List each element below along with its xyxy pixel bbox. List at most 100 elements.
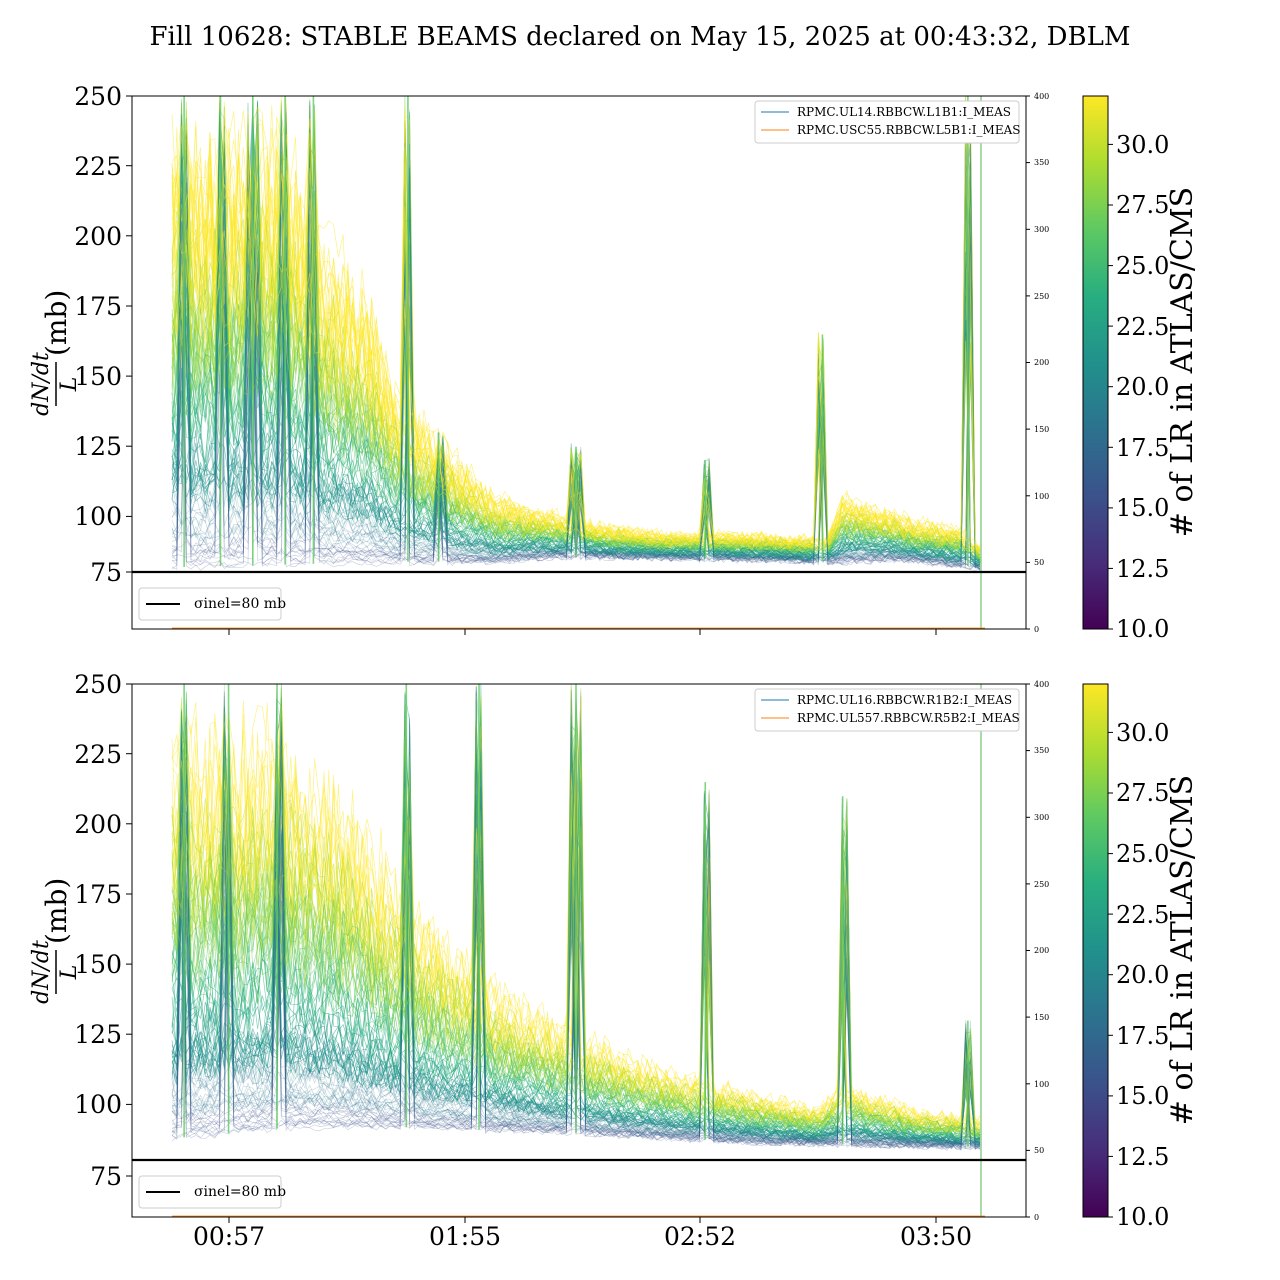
x-tick: 01:55 [429, 1217, 501, 1251]
legend-entry: σinel=80 mb [194, 596, 286, 612]
y-axis-label: dN/dt L (mb) [29, 878, 82, 1004]
svg-text:01:55: 01:55 [429, 1222, 501, 1251]
y2-tick: 100 [1026, 1080, 1049, 1089]
y-label-unit: (mb) [40, 290, 73, 356]
legend-entry: σinel=80 mb [194, 1184, 286, 1200]
y2-tick: 200 [1026, 946, 1049, 955]
y-tick: 250 [74, 82, 132, 111]
colorbar-tick: 22.5 [1108, 901, 1169, 929]
svg-text:22.5: 22.5 [1116, 313, 1169, 341]
y-axis-ticks: 75 100 125 150 175 200 225 250 [74, 82, 132, 587]
y-axis-ticks: 75 100 125 150 175 200 225 250 [74, 670, 132, 1191]
svg-text:17.5: 17.5 [1116, 434, 1169, 462]
colorbar-label: # of LR in ATLAS/CMS [1165, 187, 1200, 537]
svg-text:300: 300 [1034, 225, 1049, 234]
svg-text:27.5: 27.5 [1116, 191, 1169, 219]
svg-text:12.5: 12.5 [1116, 1143, 1169, 1171]
y-label-denominator: L [57, 965, 82, 981]
svg-text:00:57: 00:57 [193, 1222, 265, 1251]
svg-text:100: 100 [1034, 1080, 1049, 1089]
colorbar-tick: 27.5 [1108, 779, 1169, 807]
colorbar-ticks: 10.0 12.5 15.0 17.5 20.0 22.5 25.0 27.5 … [1108, 131, 1169, 643]
y2-tick: 150 [1026, 425, 1049, 434]
y-tick: 200 [74, 810, 132, 839]
svg-text:200: 200 [1034, 946, 1049, 955]
legend-channels: RPMC.UL16.RBBCW.R1B2:I_MEAS RPMC.UL557.R… [754, 688, 1020, 732]
y-tick: 225 [74, 740, 132, 769]
svg-text:300: 300 [1034, 813, 1049, 822]
svg-text:225: 225 [74, 740, 122, 769]
colorbar-tick: 15.0 [1108, 1082, 1169, 1110]
x-axis-ticks [228, 629, 937, 635]
y-tick: 150 [74, 362, 132, 391]
trace-line [171, 147, 981, 568]
y-tick: 75 [90, 558, 132, 587]
colorbar-tick: 17.5 [1108, 434, 1169, 462]
colorbar-tick: 17.5 [1108, 1022, 1169, 1050]
chart-title: Fill 10628: STABLE BEAMS declared on May… [150, 22, 1131, 52]
y2-tick: 250 [1026, 880, 1049, 889]
y-tick: 250 [74, 670, 132, 699]
svg-text:150: 150 [1034, 1013, 1049, 1022]
svg-text:150: 150 [74, 362, 122, 391]
colorbar-tick: 27.5 [1108, 191, 1169, 219]
y-tick: 200 [74, 222, 132, 251]
colorbar-tick: 25.0 [1108, 252, 1169, 280]
x-tick: 02:52 [664, 1217, 736, 1251]
trace-line [171, 118, 981, 571]
x-tick: 03:50 [900, 1217, 972, 1251]
svg-text:25.0: 25.0 [1116, 840, 1169, 868]
svg-text:100: 100 [74, 502, 122, 531]
y2-tick: 400 [1026, 680, 1049, 689]
y-label-denominator: L [57, 377, 82, 393]
svg-text:100: 100 [74, 1090, 122, 1119]
colorbar-tick: 25.0 [1108, 840, 1169, 868]
svg-text:125: 125 [74, 432, 122, 461]
y2-tick: 0 [1026, 1213, 1039, 1222]
legend-entry: RPMC.USC55.RBBCW.L5B1:I_MEAS [797, 123, 1020, 137]
legend-entry: RPMC.UL16.RBBCW.R1B2:I_MEAS [797, 693, 1012, 707]
y2-tick: 200 [1026, 358, 1049, 367]
svg-text:150: 150 [1034, 425, 1049, 434]
y-label-numerator: dN/dt [29, 940, 54, 1004]
colorbar-gradient [1082, 683, 1109, 1218]
colorbar: 10.0 12.5 15.0 17.5 20.0 22.5 25.0 27.5 … [1082, 683, 1200, 1231]
colorbar-tick: 12.5 [1108, 1143, 1169, 1171]
colorbar-tick: 20.0 [1108, 373, 1169, 401]
y2-tick: 0 [1026, 625, 1039, 634]
y2-tick: 50 [1026, 558, 1044, 567]
y-tick: 175 [74, 292, 132, 321]
legend-sigma: σinel=80 mb [138, 1175, 286, 1209]
svg-text:20.0: 20.0 [1116, 961, 1169, 989]
svg-text:350: 350 [1034, 746, 1049, 755]
legend-entry: RPMC.UL557.RBBCW.R5B2:I_MEAS [797, 711, 1020, 725]
svg-text:100: 100 [1034, 492, 1049, 501]
svg-text:350: 350 [1034, 158, 1049, 167]
trace-group-bottom [171, 684, 985, 1217]
svg-text:12.5: 12.5 [1116, 555, 1169, 583]
colorbar-tick: 30.0 [1108, 719, 1169, 747]
colorbar-tick: 10.0 [1108, 1203, 1169, 1231]
svg-text:150: 150 [74, 950, 122, 979]
y2-tick: 350 [1026, 158, 1049, 167]
y2-tick: 350 [1026, 746, 1049, 755]
panel-top: 75 100 125 150 175 200 225 250 0 50 100 … [29, 82, 1200, 643]
svg-text:17.5: 17.5 [1116, 1022, 1169, 1050]
y2-tick: 400 [1026, 92, 1049, 101]
legend-channels: RPMC.UL14.RBBCW.L1B1:I_MEAS RPMC.USC55.R… [754, 100, 1020, 144]
y2-tick: 250 [1026, 292, 1049, 301]
svg-text:200: 200 [1034, 358, 1049, 367]
colorbar-tick: 30.0 [1108, 131, 1169, 159]
y-tick: 100 [74, 502, 132, 531]
svg-text:0: 0 [1034, 1213, 1039, 1222]
svg-text:03:50: 03:50 [900, 1222, 972, 1251]
y-axis-label: dN/dt L (mb) [29, 290, 82, 416]
colorbar-label: # of LR in ATLAS/CMS [1165, 775, 1200, 1125]
svg-text:250: 250 [74, 670, 122, 699]
svg-text:175: 175 [74, 292, 122, 321]
y-label-unit: (mb) [40, 878, 73, 944]
colorbar-ticks: 10.0 12.5 15.0 17.5 20.0 22.5 25.0 27.5 … [1108, 719, 1169, 1231]
colorbar-tick: 22.5 [1108, 313, 1169, 341]
y-tick: 125 [74, 1020, 132, 1049]
svg-text:400: 400 [1034, 680, 1049, 689]
